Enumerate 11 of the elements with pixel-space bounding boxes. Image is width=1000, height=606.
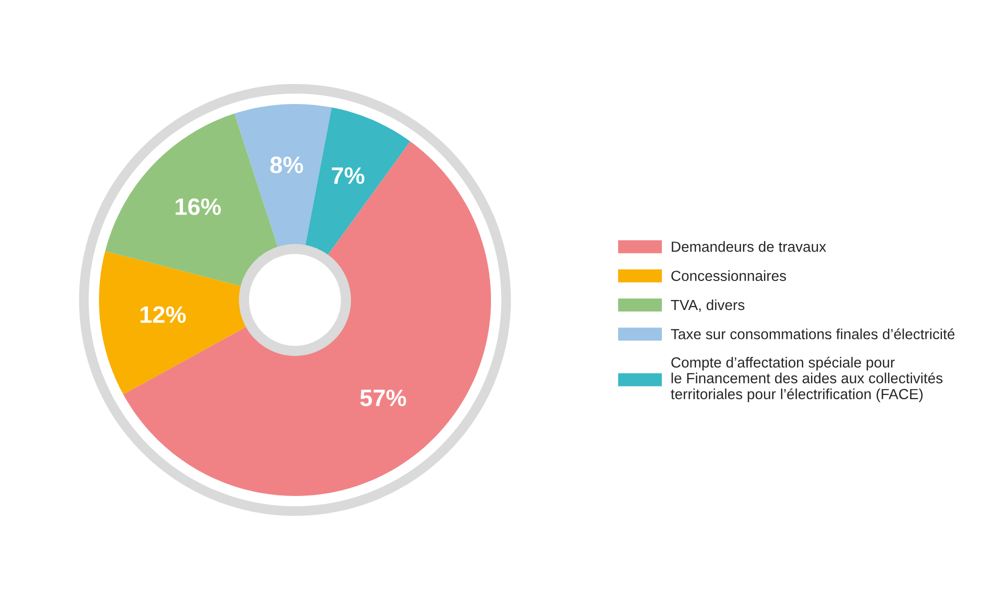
pie-slice — [123, 141, 491, 496]
data-label: 57% — [360, 390, 406, 406]
legend-label: Taxe sur consommations finales d’électricité — [670, 328, 954, 340]
data-label: 12% — [140, 306, 186, 323]
legend-label: Concessionnaires — [671, 270, 786, 282]
legend-label: Compte d’affectation spéciale pour le Financement des aides aux collectivités territoriales pour l’électrification (FACE) — [670, 356, 942, 402]
legend-label: TVA, divers — [670, 299, 744, 312]
data-label: 8% — [270, 156, 304, 174]
data-label: 16% — [176, 198, 221, 216]
legend-label: Demandeurs de travaux — [672, 241, 826, 252]
data-label: 7% — [332, 167, 364, 184]
